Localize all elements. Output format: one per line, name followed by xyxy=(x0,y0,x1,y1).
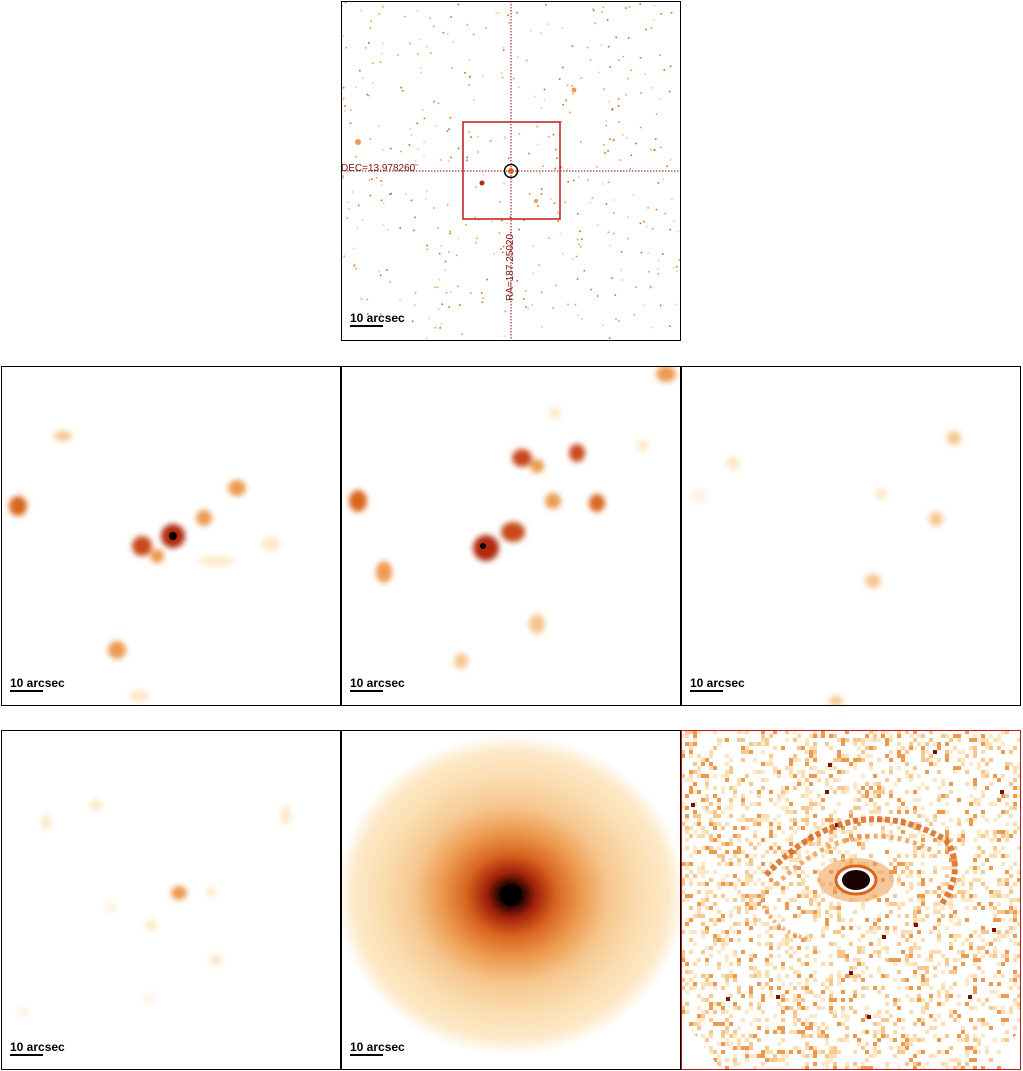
scale-bar-line xyxy=(690,690,723,692)
band4-panel: 10 arcsec xyxy=(1,730,341,1070)
scale-bar: 10 arcsec xyxy=(690,677,745,692)
dec-label: DEC=13.978260 xyxy=(341,163,416,174)
scale-bar-label: 10 arcsec xyxy=(10,1040,65,1054)
scale-bar-line xyxy=(350,325,383,327)
scale-bar: 10 arcsec xyxy=(350,1041,405,1056)
residual-image xyxy=(681,730,1021,1070)
band2-panel: 10 arcsec xyxy=(341,366,681,706)
scale-bar-label: 10 arcsec xyxy=(350,1040,405,1054)
overview-panel: DEC=13.978260 RA=187.25020 10 arcsec xyxy=(341,1,681,341)
band3-panel: 10 arcsec xyxy=(681,366,1021,706)
scale-bar-line xyxy=(350,690,383,692)
band3-image xyxy=(691,431,961,706)
scale-bar-label: 10 arcsec xyxy=(350,676,405,690)
ra-label: RA=187.25020 xyxy=(505,233,516,301)
scale-bar: 10 arcsec xyxy=(350,677,405,692)
cutout-box xyxy=(462,121,561,220)
scale-bar-label: 10 arcsec xyxy=(690,676,745,690)
overview-image xyxy=(341,1,681,341)
band1-panel: 10 arcsec xyxy=(1,366,341,706)
optical-panel: 10 arcsec xyxy=(341,730,681,1070)
scale-bar: 10 arcsec xyxy=(10,677,65,692)
scale-bar: 10 arcsec xyxy=(10,1041,65,1056)
band1-image xyxy=(9,431,281,702)
optical-galaxy-image xyxy=(341,735,681,1055)
scale-bar-line xyxy=(10,690,43,692)
scale-bar-label: 10 arcsec xyxy=(350,311,405,325)
scale-bar-line xyxy=(10,1054,43,1056)
band4-image xyxy=(17,799,291,1018)
scale-bar-label: 10 arcsec xyxy=(10,676,65,690)
noise-dots xyxy=(341,1,680,340)
scale-bar-line xyxy=(350,1054,383,1056)
source-marker-circle xyxy=(503,163,519,179)
band2-image xyxy=(349,366,676,669)
residual-panel xyxy=(681,730,1021,1070)
scale-bar: 10 arcsec xyxy=(350,312,405,327)
